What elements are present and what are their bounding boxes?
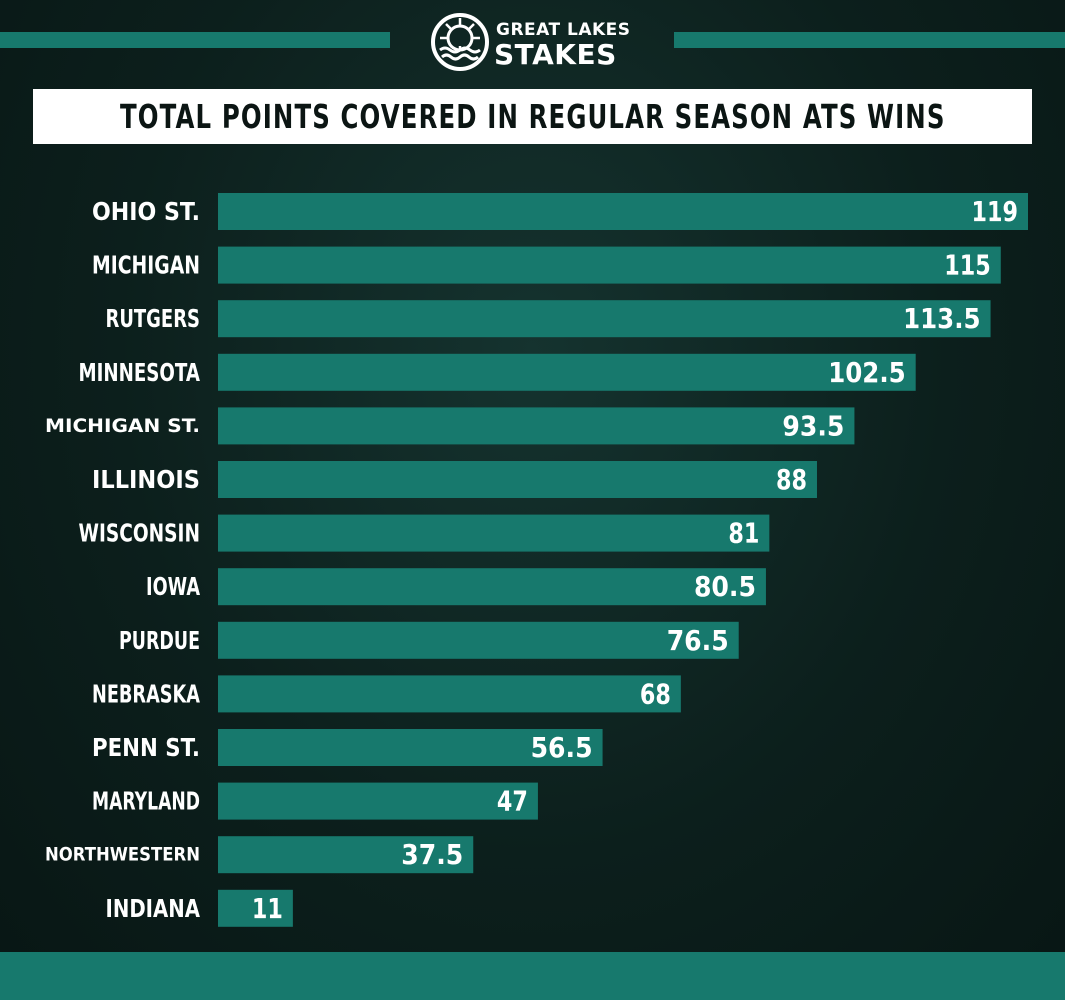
category-label-6: WISCONSIN [79, 519, 201, 548]
bar-2 [218, 300, 991, 338]
category-label-8: PURDUE [119, 626, 200, 655]
value-label-11: 47 [497, 785, 528, 818]
waves-wheel-icon [431, 13, 489, 71]
bar-12 [218, 836, 474, 874]
bar-6 [218, 514, 770, 552]
value-label-8: 76.5 [667, 624, 729, 657]
category-label-7: IOWA [146, 572, 200, 601]
header-rule-right [674, 32, 1065, 48]
category-label-12: NORTHWESTERN [45, 844, 200, 866]
chart-title-box: TOTAL POINTS COVERED IN REGULAR SEASON A… [33, 89, 1032, 144]
value-label-2: 113.5 [903, 302, 981, 335]
header-rule-left [0, 32, 390, 48]
category-label-4: MICHIGAN ST. [45, 415, 200, 437]
category-label-11: MARYLAND [92, 787, 200, 816]
category-label-2: RUTGERS [106, 304, 201, 333]
bar-10 [218, 729, 603, 766]
value-label-4: 93.5 [782, 409, 844, 442]
value-label-6: 81 [728, 517, 759, 550]
category-label-13: INDIANA [106, 894, 201, 923]
bar-5 [218, 461, 817, 498]
category-label-0: OHIO ST. [92, 197, 200, 226]
bar-7 [218, 568, 766, 606]
bar-0 [218, 193, 1028, 230]
value-label-1: 115 [944, 249, 991, 282]
value-label-0: 119 [972, 195, 1019, 228]
bar-3 [218, 353, 916, 391]
value-label-7: 80.5 [694, 570, 756, 603]
footer-bar [0, 952, 1065, 1000]
value-label-13: 11 [252, 892, 283, 925]
brand-name-bottom: STAKES [494, 38, 617, 71]
category-label-9: NEBRASKA [92, 679, 200, 708]
value-label-5: 88 [776, 463, 807, 496]
value-label-12: 37.5 [401, 838, 463, 871]
brand-name-top: GREAT LAKES [496, 20, 631, 40]
bar-4 [218, 407, 855, 445]
value-label-9: 68 [640, 677, 671, 710]
bar-chart: OHIO ST. 119 MICHIGAN 115 RUTGERS 113.5 MINNES… [45, 193, 1028, 927]
bar-11 [218, 782, 538, 820]
bar-13 [218, 889, 293, 927]
category-label-10: PENN ST. [92, 733, 200, 762]
brand-logo: GREAT LAKES STAKES [430, 10, 640, 74]
value-label-10: 56.5 [531, 731, 593, 764]
chart-title: TOTAL POINTS COVERED IN REGULAR SEASON A… [119, 97, 946, 136]
value-label-3: 102.5 [828, 356, 906, 389]
bar-8 [218, 621, 739, 659]
bar-1 [218, 246, 1001, 284]
category-label-1: MICHIGAN [92, 251, 200, 280]
bar-9 [218, 675, 681, 713]
category-label-5: ILLINOIS [92, 465, 200, 494]
category-label-3: MINNESOTA [79, 358, 201, 387]
